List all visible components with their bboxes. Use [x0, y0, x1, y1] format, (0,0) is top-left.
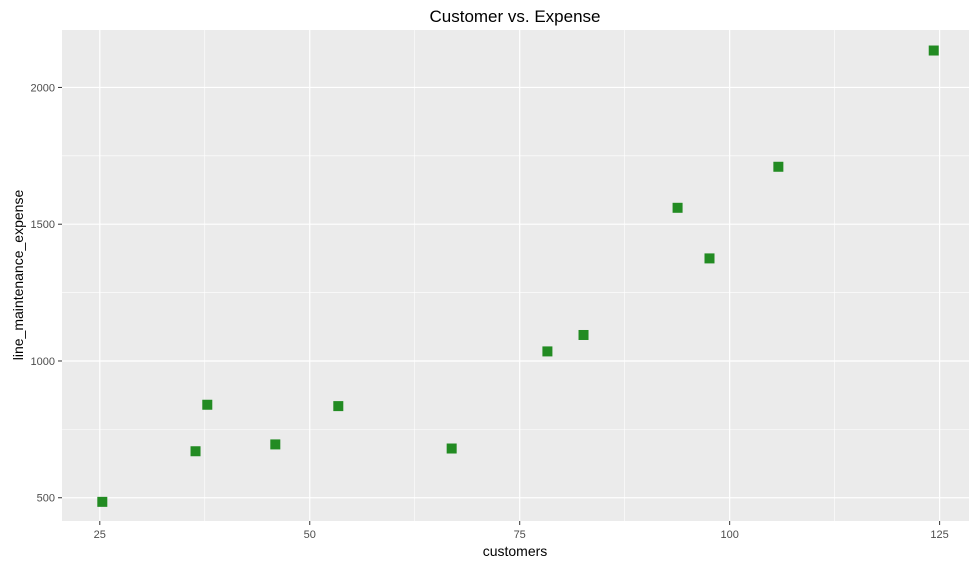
data-point — [446, 443, 457, 454]
data-point — [704, 253, 715, 264]
data-point — [190, 446, 201, 457]
data-point — [578, 329, 589, 340]
data-points — [97, 45, 939, 507]
data-point — [333, 401, 344, 412]
data-point — [773, 161, 784, 172]
y-tick-label: 500 — [37, 493, 55, 505]
x-tick-label: 75 — [514, 529, 526, 541]
x-tick-label: 100 — [720, 529, 738, 541]
data-point — [270, 439, 281, 450]
y-axis-title: line_maintenance_expense — [10, 190, 26, 361]
data-point — [542, 346, 553, 357]
y-tick-label: 1000 — [31, 356, 55, 368]
x-axis-title: customers — [483, 543, 548, 559]
data-point — [928, 45, 939, 56]
y-tick-label: 2000 — [31, 82, 55, 94]
axis-ticks: 25 50 75 100 125 500 1000 1500 2000 — [31, 82, 949, 541]
data-point — [202, 399, 213, 410]
data-point — [97, 496, 108, 507]
data-point — [672, 202, 683, 213]
x-tick-label: 25 — [94, 529, 106, 541]
plot-panel — [62, 30, 969, 521]
gridlines — [62, 30, 969, 521]
x-tick-label: 125 — [930, 529, 948, 541]
x-tick-label: 50 — [304, 529, 316, 541]
chart-title: Customer vs. Expense — [429, 7, 600, 26]
y-tick-label: 1500 — [31, 219, 55, 231]
